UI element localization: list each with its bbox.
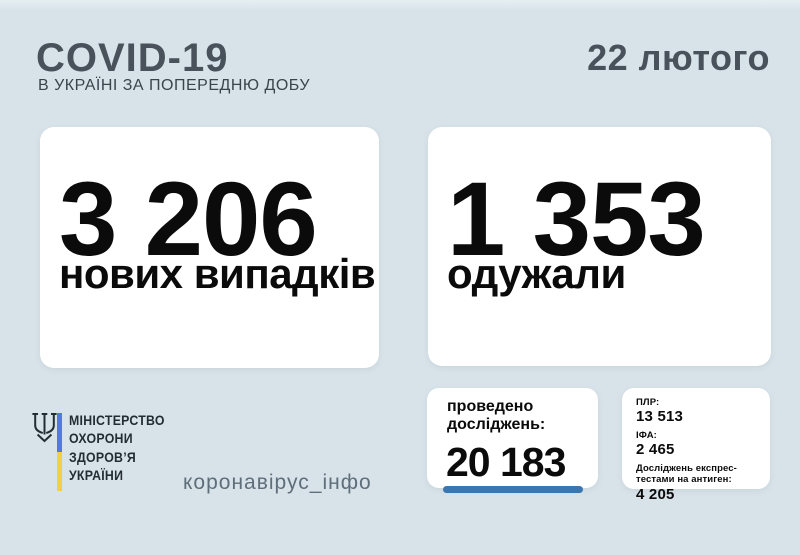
tests-total-label: проведено досліджень: (447, 398, 546, 434)
ministry-line: ЗДОРОВ’Я (69, 448, 137, 465)
ministry-wordmark: МІНІСТЕРСТВО ОХОРОНИ ЗДОРОВ’Я УКРАЇНИ (69, 411, 165, 485)
antigen-label: Досліджень експрес-тестами на антиген: (636, 462, 737, 486)
recovered-label: одужали (447, 250, 626, 298)
flag-divider-bar (57, 413, 62, 491)
antigen-value: 4 205 (636, 485, 675, 503)
channel-handle: коронавірус_інфо (183, 471, 372, 494)
elisa-label: ІФА: (636, 429, 657, 441)
ministry-line: ОХОРОНИ (69, 430, 133, 447)
page-title: COVID-19 (36, 36, 229, 80)
pcr-value: 13 513 (636, 408, 684, 426)
tests-total-card: проведено досліджень: 20 183 (427, 388, 598, 493)
recovered-card: 1 353 одужали (428, 127, 771, 366)
top-edge-highlight (0, 0, 800, 10)
recovered-value: 1 353 (447, 161, 706, 278)
ministry-line: МІНІСТЕРСТВО (69, 412, 165, 428)
tests-total-value: 20 183 (446, 438, 566, 485)
pcr-label: ПЛР: (636, 397, 660, 408)
flag-blue-segment (57, 413, 62, 452)
ministry-line: УКРАЇНИ (69, 467, 124, 484)
tests-breakdown-card: ПЛР: 13 513 ІФА: 2 465 Досліджень експре… (622, 388, 770, 502)
elisa-value: 2 465 (636, 441, 675, 459)
new-cases-value: 3 206 (59, 161, 318, 278)
accent-bar (443, 486, 583, 493)
flag-yellow-segment (57, 452, 62, 491)
report-date: 22 лютого (587, 37, 770, 78)
new-cases-label: нових випадків (59, 250, 376, 298)
ukraine-trident-icon (32, 413, 57, 443)
page-subtitle: В УКРАЇНІ ЗА ПОПЕРЕДНЮ ДОБУ (38, 77, 311, 94)
new-cases-card: 3 206 нових випадків (40, 127, 379, 368)
